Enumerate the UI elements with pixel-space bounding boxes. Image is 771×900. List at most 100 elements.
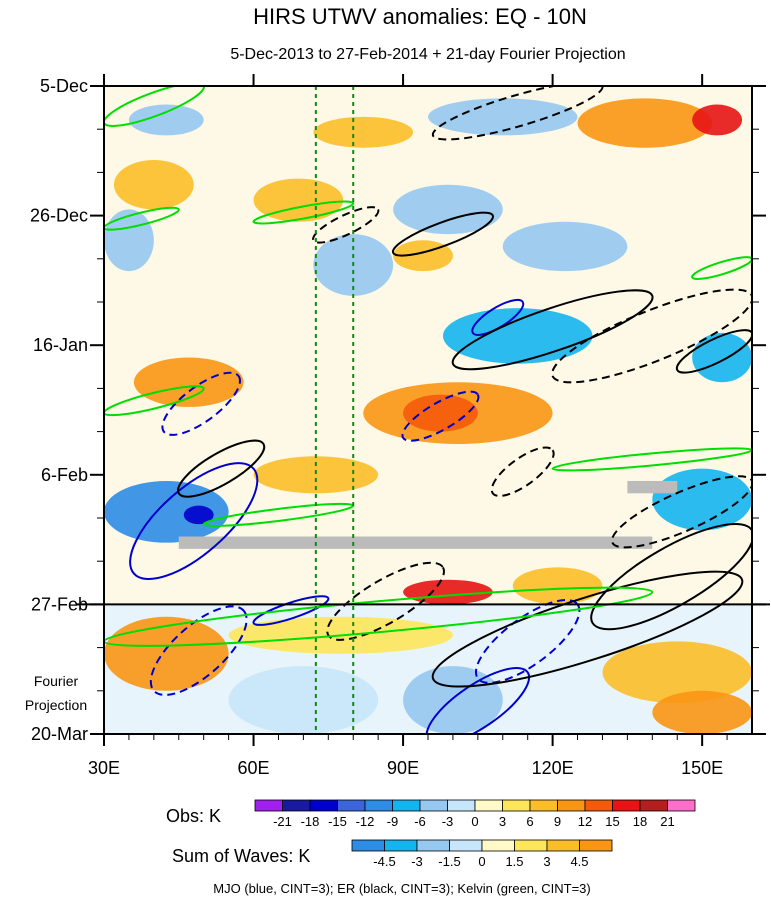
obs-legend-swatch-15 bbox=[667, 799, 696, 812]
anomaly-cell-25 bbox=[602, 641, 752, 704]
er-contour-17 bbox=[431, 570, 744, 688]
anomaly-cell-16 bbox=[442, 308, 593, 364]
obs-legend-level-2: -15 bbox=[328, 814, 347, 829]
mjo-contour-2 bbox=[401, 390, 480, 442]
anomaly-cell-20 bbox=[104, 209, 154, 272]
obs-legend-swatch-8 bbox=[474, 799, 503, 812]
obs-legend-swatch-6 bbox=[419, 799, 448, 812]
waves-legend-level-3: 0 bbox=[478, 854, 485, 869]
anomaly-cell-12 bbox=[128, 104, 204, 136]
waves-legend-level-4: 1.5 bbox=[505, 854, 523, 869]
obs-legend-swatch-3 bbox=[337, 799, 366, 812]
obs-legend-swatch-11 bbox=[557, 799, 586, 812]
er-contour-8 bbox=[431, 86, 604, 141]
obs-legend-swatch-13 bbox=[612, 799, 641, 812]
plot-area bbox=[76, 85, 770, 735]
kelvin-contour-22 bbox=[252, 200, 355, 225]
obs-legend-level-6: -3 bbox=[442, 814, 454, 829]
waves-legend-swatch-5 bbox=[514, 839, 548, 852]
obs-legend-swatch-2 bbox=[309, 799, 338, 812]
anomaly-cell-8 bbox=[403, 394, 478, 432]
anomaly-cell-19 bbox=[183, 505, 214, 525]
obs-legend-swatch-4 bbox=[364, 799, 393, 812]
obs-legend-level-3: -12 bbox=[356, 814, 375, 829]
er-contour-11 bbox=[451, 289, 654, 371]
anomaly-cell-17 bbox=[692, 332, 752, 383]
obs-legend-level-0: -21 bbox=[273, 814, 292, 829]
obs-legend-level-12: 15 bbox=[605, 814, 619, 829]
waves-legend-swatch-7 bbox=[579, 839, 613, 852]
er-contour-18 bbox=[326, 561, 445, 641]
er-contour-13 bbox=[177, 439, 266, 498]
projection-label-line2: Projection bbox=[25, 697, 87, 713]
contour-note: MJO (blue, CINT=3); ER (black, CINT=3); … bbox=[213, 881, 590, 896]
anomaly-cell-13 bbox=[428, 98, 578, 136]
waves-legend-level-0: -4.5 bbox=[373, 854, 395, 869]
anomaly-cell-3 bbox=[113, 160, 194, 210]
obs-legend-swatch-12 bbox=[584, 799, 613, 812]
y-tick-label-1: 26-Dec bbox=[30, 206, 88, 226]
obs-legend-level-10: 9 bbox=[554, 814, 561, 829]
waves-legend-label: Sum of Waves: K bbox=[172, 846, 310, 866]
anomaly-cell-10 bbox=[403, 579, 493, 605]
waves-legend-swatch-2 bbox=[416, 839, 450, 852]
y-tick-label-5: 20-Mar bbox=[31, 724, 88, 744]
chart-title: HIRS UTWV anomalies: EQ - 10N bbox=[253, 4, 587, 29]
obs-legend-level-9: 6 bbox=[526, 814, 533, 829]
obs-legend-swatch-9 bbox=[502, 799, 531, 812]
x-tick-label-0: 30E bbox=[88, 758, 120, 778]
obs-legend: -21 -18 -15 -12 -9 -6 -3 0 3 6 9 12 15 18 21 bbox=[254, 799, 696, 829]
mjo-contour-0 bbox=[161, 371, 241, 436]
obs-legend-level-11: 12 bbox=[578, 814, 592, 829]
mjo-contour-5 bbox=[149, 605, 248, 696]
missing-data-0 bbox=[178, 536, 653, 549]
waves-legend-level-5: 3 bbox=[543, 854, 550, 869]
obs-legend-label: Obs: K bbox=[166, 806, 221, 826]
mjo-contour-1 bbox=[129, 462, 259, 581]
anomaly-cell-18 bbox=[104, 480, 229, 543]
x-tick-label-3: 120E bbox=[532, 758, 574, 778]
anomaly-cell-6 bbox=[133, 357, 244, 407]
obs-legend-swatch-1 bbox=[282, 799, 311, 812]
kelvin-contour-27 bbox=[691, 256, 752, 280]
x-tick-label-4: 150E bbox=[681, 758, 723, 778]
axes: 30E 60E 90E 120E 150E 5-Dec 26-Dec 16-Jan 6-Feb 2… bbox=[30, 74, 766, 778]
waves-legend-swatch-0 bbox=[351, 839, 385, 852]
anomaly-cell-22 bbox=[652, 468, 752, 531]
waves-legend-swatch-6 bbox=[546, 839, 580, 852]
anomaly-cell-0 bbox=[577, 98, 713, 148]
x-tick-label-1: 60E bbox=[238, 758, 270, 778]
x-tick-label-2: 90E bbox=[387, 758, 419, 778]
anomaly-cell-9 bbox=[253, 456, 379, 494]
anomaly-cell-1 bbox=[692, 104, 743, 136]
waves-legend-level-1: -3 bbox=[411, 854, 423, 869]
waves-legend-swatch-3 bbox=[449, 839, 483, 852]
anomaly-cell-28 bbox=[228, 666, 379, 734]
anomaly-cell-27 bbox=[403, 666, 503, 734]
mjo-contour-4 bbox=[425, 667, 531, 734]
obs-legend-level-8: 3 bbox=[499, 814, 506, 829]
anomaly-cell-4 bbox=[253, 178, 344, 222]
obs-legend-swatch-5 bbox=[392, 799, 421, 812]
kelvin-contour-26 bbox=[104, 586, 654, 647]
obs-legend-level-13: 18 bbox=[633, 814, 647, 829]
y-tick-label-4: 27-Feb bbox=[31, 594, 88, 614]
chart-subtitle: 5-Dec-2013 to 27-Feb-2014 + 21-day Fouri… bbox=[230, 46, 625, 63]
projection-label-line1: Fourier bbox=[34, 673, 79, 689]
obs-legend-level-14: 21 bbox=[660, 814, 674, 829]
waves-legend: -4.5 -3 -1.5 0 1.5 3 4.5 bbox=[351, 839, 613, 869]
mjo-contour-6 bbox=[252, 595, 330, 626]
obs-legend-level-1: -18 bbox=[301, 814, 320, 829]
anomaly-cell-26 bbox=[652, 690, 752, 734]
waves-legend-level-2: -1.5 bbox=[438, 854, 460, 869]
er-contour-10 bbox=[391, 211, 494, 257]
obs-legend-level-4: -9 bbox=[387, 814, 399, 829]
y-tick-label-0: 5-Dec bbox=[40, 76, 88, 96]
obs-legend-swatch-0 bbox=[254, 799, 283, 812]
missing-data-1 bbox=[627, 480, 678, 494]
waves-legend-swatch-1 bbox=[384, 839, 418, 852]
y-tick-label-2: 16-Jan bbox=[33, 335, 88, 355]
obs-legend-swatch-7 bbox=[447, 799, 476, 812]
anomaly-cell-11 bbox=[512, 567, 603, 605]
